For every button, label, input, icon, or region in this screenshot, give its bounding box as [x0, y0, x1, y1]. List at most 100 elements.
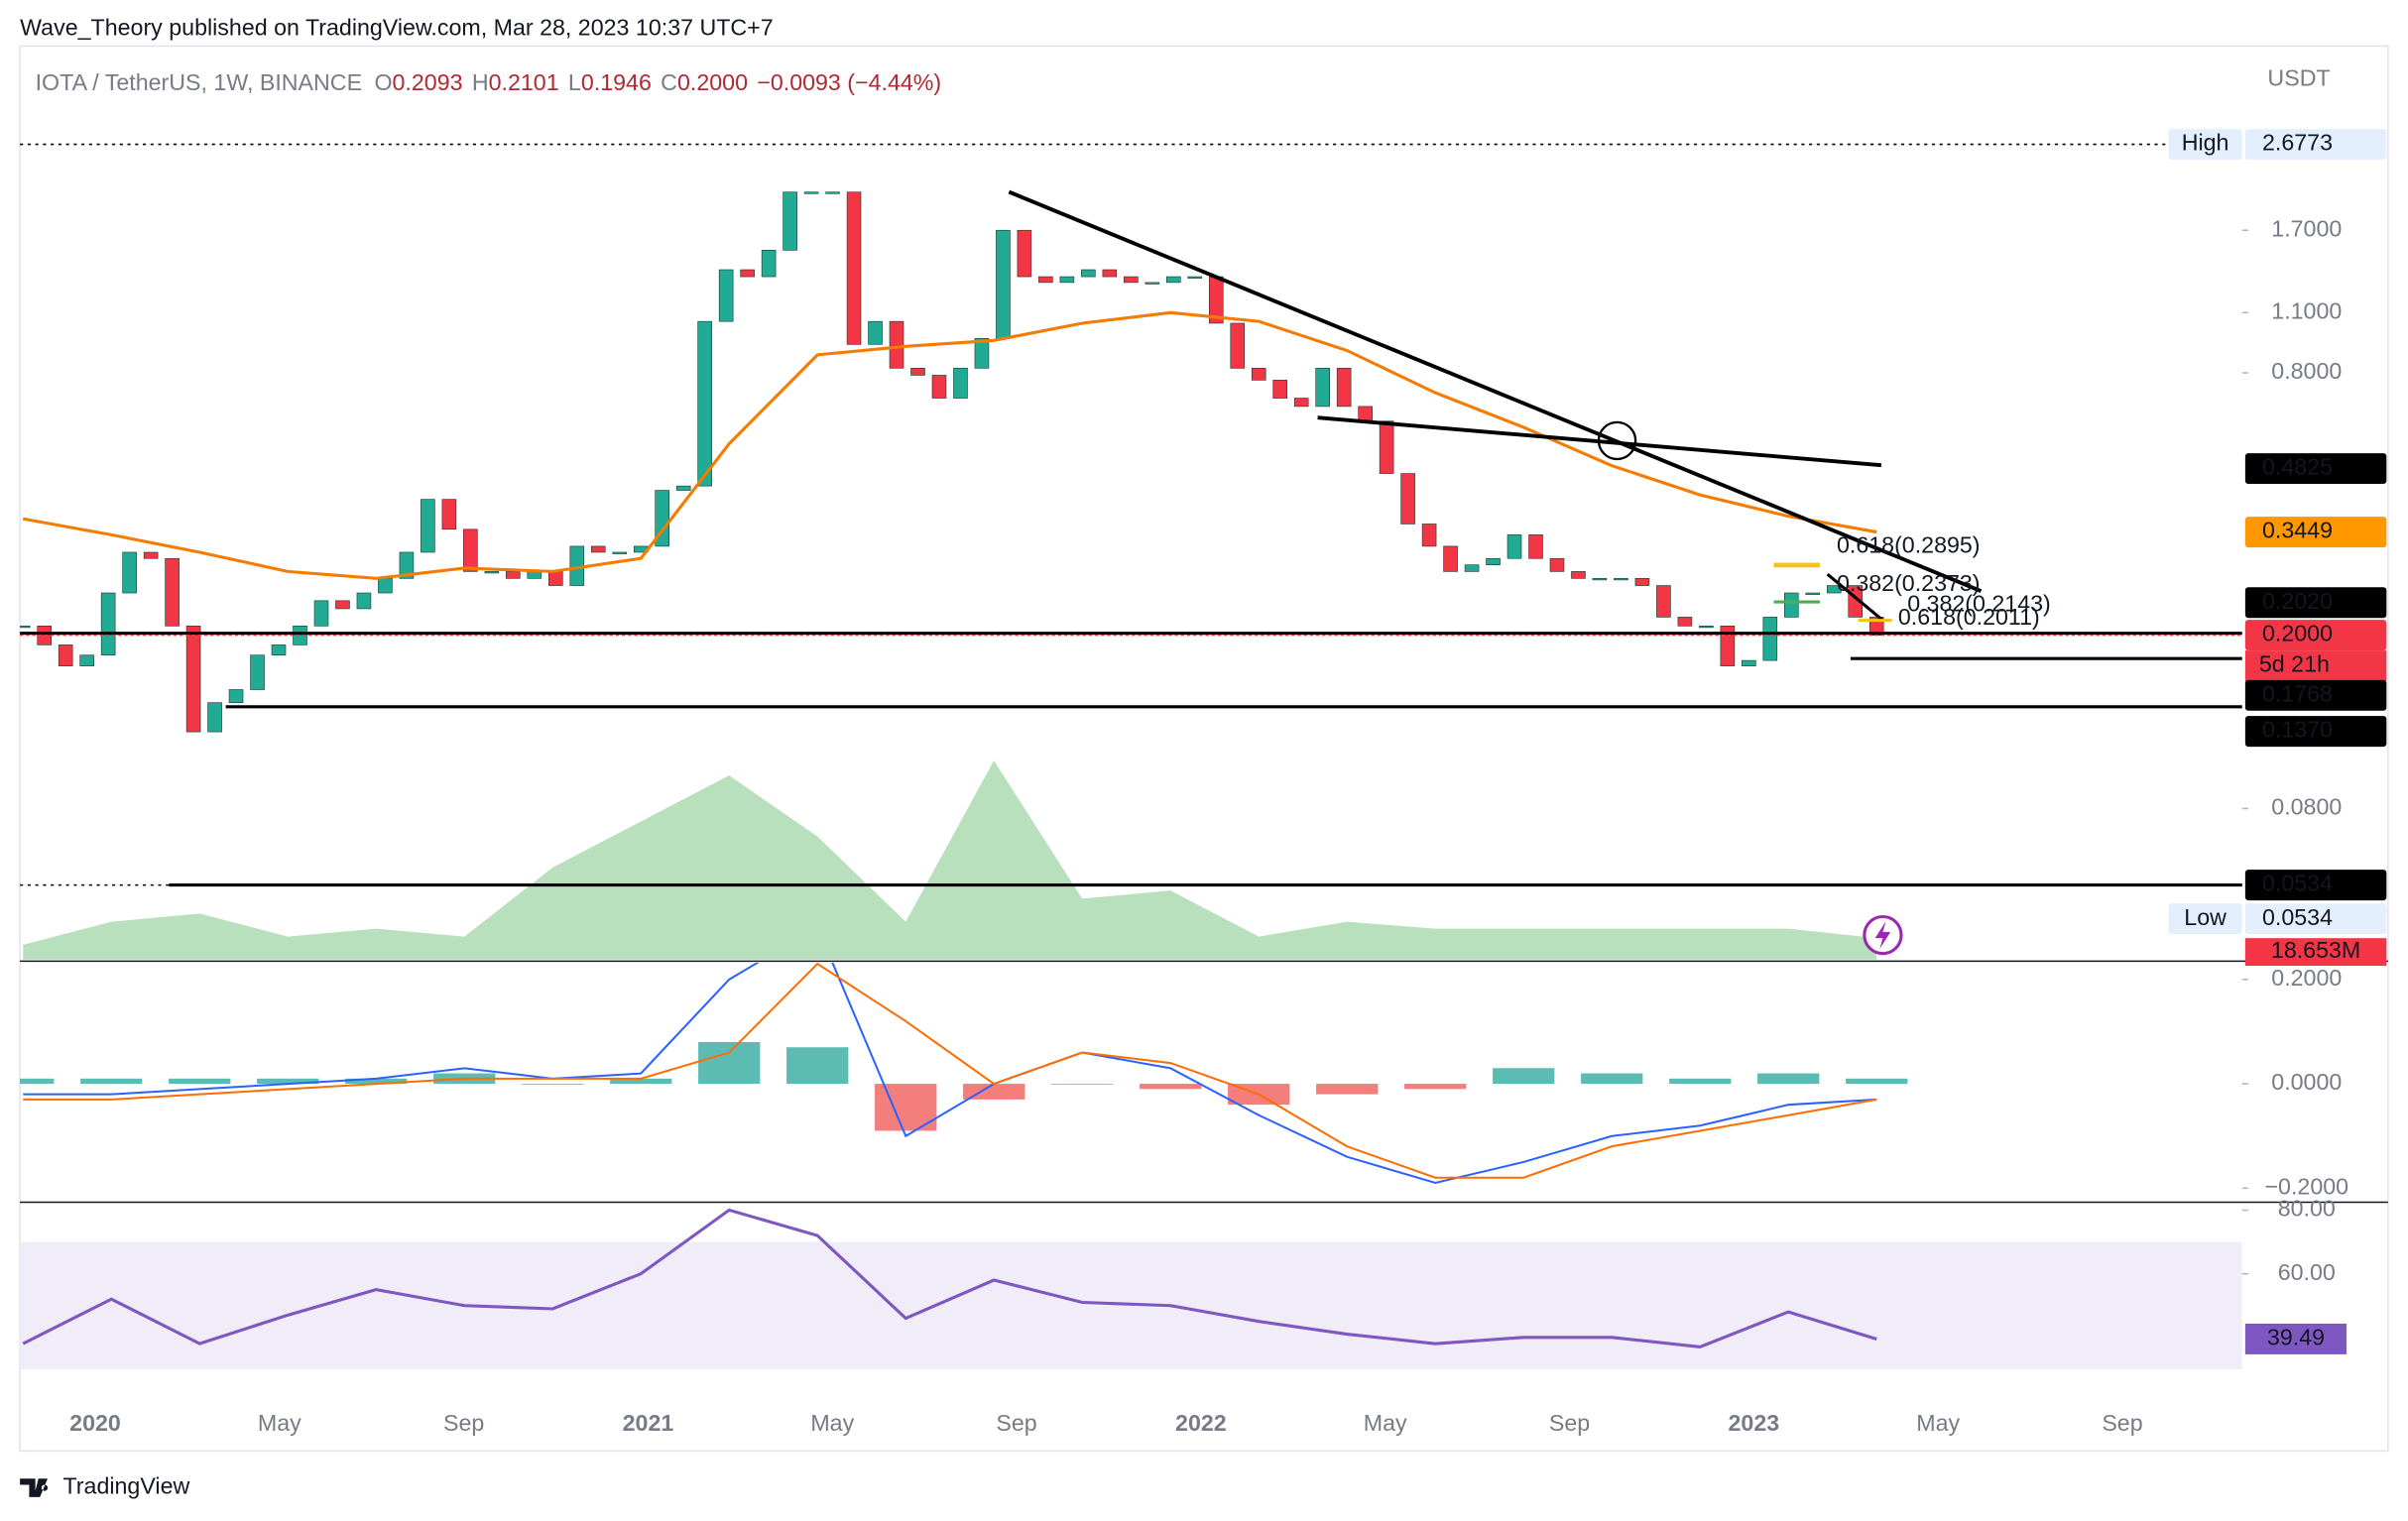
change: −0.0093 (−4.44%) [757, 69, 941, 95]
price-tag-label: 0.2020 [2262, 588, 2333, 614]
logo [20, 1478, 49, 1497]
candle-body [697, 320, 712, 487]
macd-histogram-bar [257, 1078, 319, 1085]
price-tag-label: 0.2000 [2262, 621, 2333, 646]
x-tick-label: 2022 [1175, 1410, 1227, 1436]
candle-body [271, 644, 287, 656]
volume-tag-label: 18.653M [2271, 937, 2360, 963]
candle-body [1102, 269, 1118, 278]
x-tick-label: May [1916, 1410, 1960, 1436]
candle-body [20, 625, 31, 629]
price-tag-label: 0.0534 [2262, 871, 2333, 896]
candle-body [1549, 557, 1565, 572]
candle-body [846, 191, 862, 345]
rsi-pane [20, 1208, 2242, 1369]
x-tick-label: May [1364, 1410, 1407, 1436]
candle-body [953, 368, 968, 399]
candle-body [974, 337, 990, 369]
candle-body [1379, 420, 1394, 474]
candle-body [1571, 571, 1586, 579]
price-tag [2244, 870, 2387, 901]
candle-body [1187, 276, 1203, 279]
candle-body [58, 644, 73, 666]
ohlc-value: 0.1946 [581, 69, 652, 95]
x-tick-label: May [810, 1410, 854, 1436]
price-pane [20, 191, 1884, 960]
macd-histogram-bar [1493, 1068, 1555, 1085]
candle-body [761, 250, 777, 278]
candle-body [356, 592, 372, 610]
ohlc-value: 0.2000 [677, 69, 748, 95]
rsi-tag [2244, 1323, 2348, 1354]
candle-body [1038, 276, 1053, 284]
candle-body [228, 689, 244, 703]
candle-body [143, 551, 159, 559]
y-tick-label: −0.2000 [2265, 1173, 2349, 1199]
candle-body [1826, 585, 1842, 594]
fib-label: 0.382(0.2143) [1907, 590, 2051, 616]
candle-body [207, 702, 222, 733]
drawings: 0.618(0.2895) 0.382(0.2373)0.382(0.2143)0… [20, 143, 2242, 887]
alert-icon[interactable] [1863, 914, 1903, 956]
candle-body [803, 191, 819, 194]
y-tick-label: 0.2000 [2271, 965, 2342, 991]
macd-histogram-bar [1051, 1084, 1114, 1085]
macd-histogram-bar [1757, 1073, 1820, 1085]
price-tag [2244, 903, 2387, 935]
ohlc-value: 0.2101 [489, 69, 559, 95]
candle-body [313, 600, 329, 627]
macd-histogram-bar [610, 1078, 672, 1085]
candle-body [1272, 380, 1288, 399]
ohlc-key: H [472, 69, 489, 95]
candle-body [1421, 524, 1437, 547]
ohlc-value: 0.2093 [393, 69, 463, 95]
candle-body [100, 592, 116, 656]
price-tag [2244, 716, 2387, 748]
fib-label: 0.618(0.2895) [1837, 531, 1981, 557]
candle-body [484, 571, 500, 574]
tag-caption-bg [2168, 903, 2242, 935]
candle-body [675, 485, 691, 491]
candle-body [399, 551, 415, 579]
cross-marker [1597, 420, 1637, 461]
publisher-line: Wave_Theory published on TradingView.com… [20, 15, 774, 41]
brand: TradingView [62, 1473, 189, 1499]
candle-body [548, 571, 563, 586]
candle-body [79, 654, 94, 666]
price-tag [2244, 129, 2387, 161]
candle-body [1805, 592, 1821, 595]
candle-body [868, 320, 883, 345]
signal-line [23, 962, 1877, 1179]
x-tick-label: 2020 [69, 1410, 121, 1436]
macd-histogram-bar [698, 1041, 761, 1085]
candle-body [185, 625, 201, 733]
candle-body [1144, 282, 1160, 285]
candle-body [1677, 617, 1693, 627]
ohlc-key: C [661, 69, 677, 95]
candle-body [996, 229, 1011, 339]
tag-caption-bg [2168, 129, 2242, 161]
x-tick-label: Sep [996, 1410, 1036, 1436]
macd-histogram-bar [1404, 1084, 1467, 1090]
candle-body [1059, 276, 1075, 284]
candle-body [825, 191, 840, 194]
candle-body [612, 551, 628, 554]
macd-histogram-bar [1140, 1084, 1202, 1090]
macd-line [23, 962, 1877, 1185]
symbol: IOTA / TetherUS, 1W, BINANCE [36, 69, 362, 95]
candle-body [1315, 368, 1330, 408]
candle-body [783, 191, 797, 251]
candle-body [122, 551, 137, 594]
ohlc-key: O [374, 69, 392, 95]
symbol-line: IOTA / TetherUS, 1W, BINANCE O0.2093 H0.21… [36, 69, 942, 95]
candle-body [655, 490, 670, 547]
macd-pane [20, 962, 1908, 1185]
trend-line [1008, 189, 1983, 593]
candle-body [590, 545, 606, 553]
candle-body [740, 269, 755, 278]
tag-caption: High [2182, 130, 2229, 156]
macd-histogram-bar [1316, 1084, 1379, 1095]
ohlc-key: L [568, 69, 581, 95]
